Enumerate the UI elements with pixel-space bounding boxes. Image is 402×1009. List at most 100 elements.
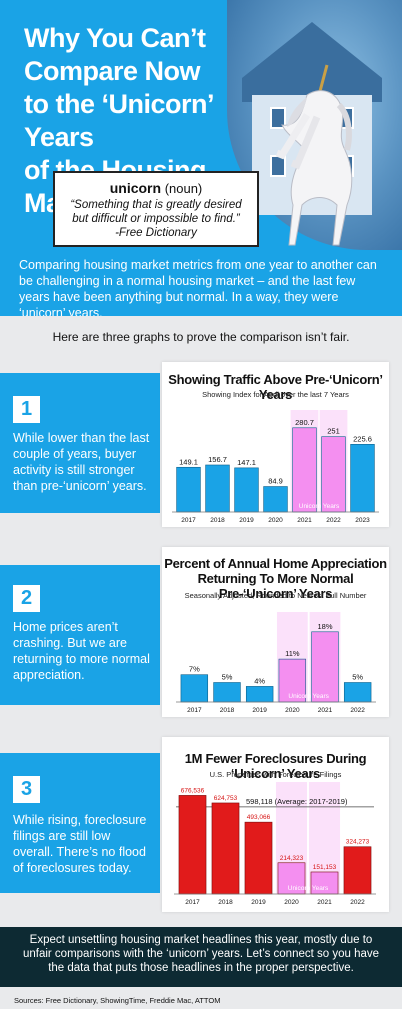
data-label: 84.9 [268, 477, 283, 486]
chart-bar [180, 674, 209, 703]
x-tick-label: 2018 [218, 899, 233, 906]
data-label: 18% [317, 622, 332, 631]
data-label: 225.6 [353, 434, 372, 443]
x-tick-label: 2022 [350, 707, 365, 714]
data-label: 147.1 [237, 458, 256, 467]
data-label: 5% [222, 673, 233, 682]
data-label: 251 [327, 427, 340, 436]
chart-bar [263, 486, 288, 513]
section-1-panel: 1 While lower than the last couple of ye… [0, 373, 160, 513]
title-line: to the ‘Unicorn’ Years [24, 89, 213, 152]
data-label: 324,273 [346, 839, 370, 846]
chart-bar [178, 795, 207, 895]
chart-1-plot: 149.1 2017 156.7 2018 147.1 2019 84.9 2020 280.7… [172, 410, 379, 524]
intro-paragraph: Comparing housing market metrics from on… [19, 258, 377, 316]
chart-subtitle: Showing Index for April over the last 7 … [202, 390, 349, 399]
chart-bar [205, 464, 230, 513]
chart-bar [278, 658, 307, 703]
data-label: 151,153 [313, 864, 337, 871]
x-tick-label: 2022 [326, 517, 341, 524]
x-tick-label: 2020 [268, 517, 283, 524]
chart-bar [244, 821, 273, 895]
chart-card-1: Showing Traffic Above Pre-‘Unicorn’ Year… [162, 362, 389, 527]
sources-text: Sources: Free Dictionary, ShowingTime, F… [14, 996, 221, 1005]
chart-bar [292, 427, 317, 513]
chart-bar [277, 862, 306, 895]
definition-word: unicorn [109, 180, 162, 196]
x-tick-label: 2020 [285, 707, 300, 714]
x-tick-label: 2021 [318, 707, 333, 714]
data-label: 214,323 [280, 855, 304, 862]
section-3-panel: 3 While rising, foreclosure filings are … [0, 753, 160, 893]
highlight-label: Unicorn Years [299, 503, 340, 510]
section-number: 2 [13, 585, 40, 612]
data-label: 493,066 [247, 814, 271, 821]
highlight-label: Unicorn Years [288, 885, 329, 892]
data-label: 676,536 [181, 787, 205, 794]
x-tick-label: 2019 [251, 899, 266, 906]
chart-bar [245, 686, 274, 703]
chart-subtitle: Seasonally Adjusted, Rounded to Nearest … [184, 591, 367, 600]
section-text: Home prices aren’t crashing. But we are … [13, 620, 150, 682]
chart-bar [343, 682, 372, 703]
chart-bar [211, 802, 240, 895]
data-label: 149.1 [179, 457, 198, 466]
x-tick-label: 2019 [252, 707, 267, 714]
chart-title: Percent of Annual Home Appreciation Retu… [162, 556, 389, 601]
x-tick-label: 2018 [210, 517, 225, 524]
chart-title-line: Percent of Annual Home Appreciation [164, 556, 387, 571]
x-tick-label: 2017 [181, 517, 196, 524]
reference-label: 598,118 (Average: 2017-2019) [246, 797, 348, 806]
title-line: Compare Now [24, 56, 201, 86]
x-tick-label: 2023 [355, 517, 370, 524]
section-text: While lower than the last couple of year… [13, 431, 150, 493]
x-tick-label: 2018 [220, 707, 235, 714]
definition-line: but difficult or impossible to find.” [72, 213, 240, 225]
definition-box: unicorn (noun) “Something that is greatl… [53, 171, 259, 247]
data-label: 4% [254, 676, 265, 685]
x-tick-label: 2021 [297, 517, 312, 524]
chart-bar [343, 846, 372, 895]
section-2-panel: 2 Home prices aren’t crashing. But we ar… [0, 565, 160, 705]
chart-title-line: Returning To More Normal Pre-‘Unicorn’ Y… [197, 571, 354, 601]
section-text: While rising, foreclosure filings are st… [13, 813, 147, 875]
x-tick-label: 2021 [317, 899, 332, 906]
x-tick-label: 2020 [284, 899, 299, 906]
x-tick-label: 2022 [350, 899, 365, 906]
chart-subtitle: U.S. Properties with Foreclosure Filings [209, 770, 342, 779]
definition-quote: “Something that is greatly desired but d… [55, 198, 257, 240]
chart-title: 1M Fewer Foreclosures During ‘Unicorn’ Y… [184, 751, 367, 781]
x-tick-label: 2017 [185, 899, 200, 906]
title-line: Why You Can’t [24, 23, 206, 53]
data-label: 11% [285, 649, 300, 658]
footer-banner: Expect unsettling housing market headlin… [0, 927, 402, 987]
chart-3-plot: 598,118 (Average: 2017-2019) 676,536 2017 6… [174, 782, 376, 906]
section-number: 3 [13, 776, 40, 803]
chart-bar [176, 466, 201, 513]
data-label: 7% [189, 665, 200, 674]
chart-card-3: 1M Fewer Foreclosures During ‘Unicorn’ Y… [162, 737, 389, 912]
chart-2-plot: 7% 2017 5% 2018 4% 2019 11% 2020 18% 2021 5% 2022 Un… [176, 612, 376, 714]
unicorn-image [275, 64, 353, 246]
definition-part-of-speech: (noun) [164, 181, 203, 196]
data-label: 280.7 [295, 418, 314, 427]
data-label: 624,753 [214, 795, 238, 802]
definition-line: “Something that is greatly desired [70, 199, 242, 211]
chart-bar [213, 682, 241, 703]
chart-title: Showing Traffic Above Pre-‘Unicorn’ Year… [168, 372, 383, 402]
data-label: 5% [352, 673, 363, 682]
chart-bar [321, 436, 346, 513]
section-number: 1 [13, 396, 40, 423]
header-banner: Why You Can’t Compare Now to the ‘Unicor… [0, 0, 402, 316]
house-window [270, 107, 286, 129]
definition-heading: unicorn (noun) [55, 180, 257, 196]
data-label: 156.7 [208, 455, 227, 464]
lead-text: Here are three graphs to prove the compa… [52, 330, 350, 344]
chart-bar [311, 631, 339, 703]
chart-card-2: Percent of Annual Home Appreciation Retu… [162, 547, 389, 717]
chart-bar [350, 444, 375, 513]
definition-line: -Free Dictionary [115, 227, 197, 239]
x-tick-label: 2019 [239, 517, 254, 524]
x-tick-label: 2017 [187, 707, 202, 714]
chart-bar [234, 467, 259, 513]
